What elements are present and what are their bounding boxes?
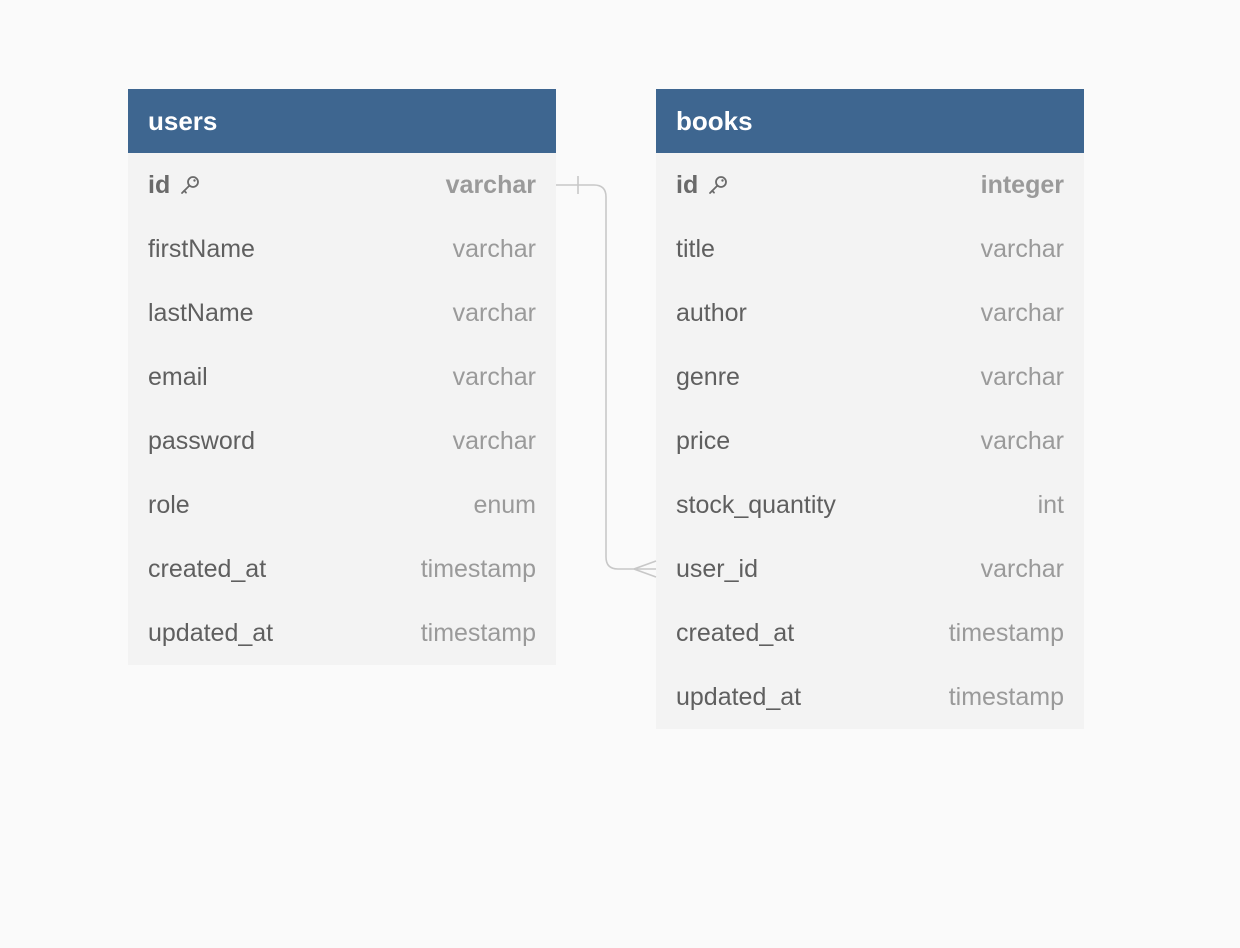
field-row-books-user_id[interactable]: user_id varchar: [656, 537, 1084, 601]
field-name-books-author: author: [676, 298, 747, 327]
field-name-books-stock_quantity: stock_quantity: [676, 490, 836, 519]
field-type-books-genre: varchar: [980, 362, 1064, 391]
field-row-books-created_at[interactable]: created_at timestamp: [656, 601, 1084, 665]
field-type-users-role: enum: [473, 490, 536, 519]
field-name-users-updated_at: updated_at: [148, 618, 274, 647]
field-name-text: id: [676, 170, 699, 199]
field-name-books-title: title: [676, 234, 715, 263]
relationship-line-users-books[interactable]: [556, 184, 656, 570]
field-row-users-id[interactable]: id varchar: [128, 153, 556, 217]
field-row-users-password[interactable]: password varchar: [128, 409, 556, 473]
field-name-books-price: price: [676, 426, 731, 455]
field-type-books-stock_quantity: int: [1037, 490, 1064, 519]
field-type-users-created_at: timestamp: [420, 554, 536, 583]
field-type-users-id: varchar: [445, 170, 536, 199]
field-name-text: id: [148, 170, 171, 199]
field-type-books-user_id: varchar: [980, 554, 1064, 583]
field-type-books-author: varchar: [980, 298, 1064, 327]
field-name-users-created_at: created_at: [148, 554, 267, 583]
field-name-users-role: role: [148, 490, 190, 519]
table-books[interactable]: books id integer title varchar author va…: [656, 89, 1084, 729]
field-type-books-updated_at: timestamp: [948, 682, 1064, 711]
table-header-users[interactable]: users: [128, 89, 556, 153]
field-row-users-role[interactable]: role enum: [128, 473, 556, 537]
field-name-users-id: id: [148, 171, 202, 200]
field-row-users-firstName[interactable]: firstName varchar: [128, 217, 556, 281]
field-type-books-id: integer: [980, 170, 1064, 199]
field-type-users-lastName: varchar: [452, 298, 536, 327]
field-row-books-updated_at[interactable]: updated_at timestamp: [656, 665, 1084, 729]
field-type-users-password: varchar: [452, 426, 536, 455]
field-type-books-price: varchar: [980, 426, 1064, 455]
field-type-users-updated_at: timestamp: [420, 618, 536, 647]
field-name-users-lastName: lastName: [148, 298, 254, 327]
field-name-users-email: email: [148, 362, 208, 391]
key-icon: [181, 176, 200, 194]
field-row-books-title[interactable]: title varchar: [656, 217, 1084, 281]
field-row-users-email[interactable]: email varchar: [128, 345, 556, 409]
field-name-books-id: id: [676, 171, 730, 200]
field-row-books-id[interactable]: id integer: [656, 153, 1084, 217]
cardinality-many-marker: [633, 560, 657, 578]
key-icon: [709, 176, 728, 194]
field-name-users-firstName: firstName: [148, 234, 255, 263]
table-users[interactable]: users id varchar firstName varchar lastN…: [128, 89, 556, 665]
field-name-books-updated_at: updated_at: [676, 682, 802, 711]
field-row-users-created_at[interactable]: created_at timestamp: [128, 537, 556, 601]
field-row-users-lastName[interactable]: lastName varchar: [128, 281, 556, 345]
field-name-books-genre: genre: [676, 362, 740, 391]
field-row-users-updated_at[interactable]: updated_at timestamp: [128, 601, 556, 665]
field-type-users-email: varchar: [452, 362, 536, 391]
field-row-books-author[interactable]: author varchar: [656, 281, 1084, 345]
field-name-books-created_at: created_at: [676, 618, 795, 647]
field-name-books-user_id: user_id: [676, 554, 758, 583]
table-header-books[interactable]: books: [656, 89, 1084, 153]
field-row-books-stock_quantity[interactable]: stock_quantity int: [656, 473, 1084, 537]
field-row-books-price[interactable]: price varchar: [656, 409, 1084, 473]
field-type-books-title: varchar: [980, 234, 1064, 263]
field-row-books-genre[interactable]: genre varchar: [656, 345, 1084, 409]
field-type-users-firstName: varchar: [452, 234, 536, 263]
field-type-books-created_at: timestamp: [948, 618, 1064, 647]
field-name-users-password: password: [148, 426, 255, 455]
